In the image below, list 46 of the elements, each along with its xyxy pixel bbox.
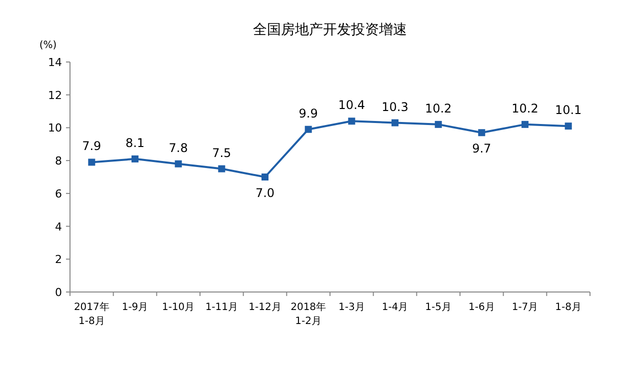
x-tick-label: 1-5月 (425, 302, 452, 313)
x-tick-label: 2018年 1-2月 (290, 301, 326, 327)
x-tick-label: 1-6月 (468, 302, 495, 313)
y-tick-label: 8 (55, 154, 62, 168)
point (88, 158, 96, 166)
y-tick-label: 4 (55, 220, 62, 234)
point (522, 120, 528, 128)
point (478, 129, 486, 136)
point (392, 119, 398, 126)
point (434, 120, 442, 128)
data-label: 9.7 (472, 142, 492, 156)
y-axis-title: (%) (39, 40, 57, 51)
data-label: 7.9 (82, 139, 102, 154)
data-label: 7.5 (212, 146, 232, 160)
data-label: 7.0 (255, 186, 275, 200)
x-tick-label: 1-4月 (382, 302, 408, 313)
point (348, 118, 356, 125)
y-tick-label: 2 (55, 253, 62, 266)
data-label: 10.2 (512, 101, 538, 116)
x-tick-label: 1-9月 (122, 302, 148, 313)
x-tick-label: 2017年 1-8月 (74, 301, 110, 327)
data-label: 9.9 (298, 106, 318, 120)
point (564, 122, 572, 130)
data-label: 10.3 (382, 100, 408, 114)
x-tick-label: 1-3月 (338, 302, 365, 313)
data-label: 8.1 (125, 136, 145, 150)
point (218, 165, 226, 172)
x-tick-label: 1-8月 (555, 302, 582, 313)
x-tick-label: 1-10月 (162, 302, 195, 313)
point (262, 174, 268, 180)
data-label: 7.8 (168, 140, 188, 155)
data-label: 10.2 (424, 101, 452, 116)
data-label: 10.1 (554, 103, 582, 118)
y-tick-label: 0 (55, 286, 62, 299)
point (132, 155, 138, 162)
y-tick-label: 14 (48, 56, 62, 69)
y-tick-label: 6 (55, 187, 62, 200)
point (174, 160, 182, 168)
y-tick-label: 12 (48, 88, 62, 102)
y-tick-label: 10 (48, 122, 62, 135)
x-tick-label: 1-12月 (248, 302, 282, 313)
x-tick-label: 1-7月 (512, 302, 538, 313)
chart-title: 全国房地产开发投资增速 (253, 22, 407, 38)
point (304, 126, 312, 133)
x-tick-label: 1-11月 (205, 302, 238, 313)
data-label: 10.4 (338, 98, 366, 112)
